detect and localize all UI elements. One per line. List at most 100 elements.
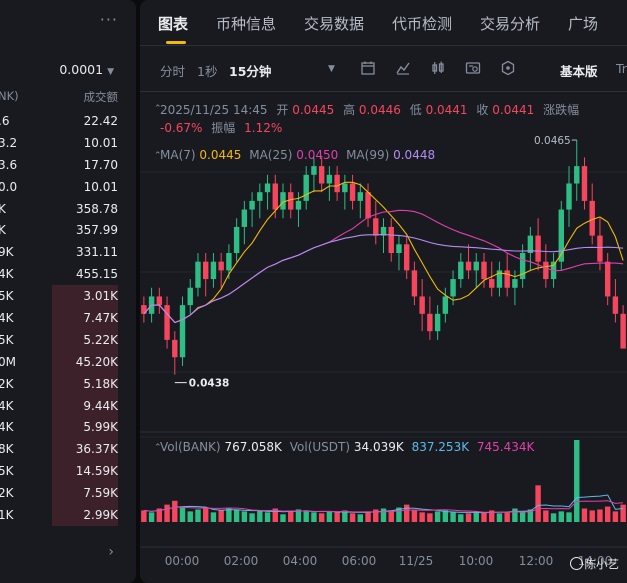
volume-bar <box>550 513 557 522</box>
volume-bar <box>427 513 433 522</box>
interval-1s-button[interactable]: 1秒 <box>197 64 218 79</box>
candle <box>318 166 325 184</box>
order-book-row[interactable]: 0.0 10.01 <box>0 176 136 198</box>
candle <box>241 209 248 227</box>
order-book-row[interactable]: 5K 5.22K <box>0 328 136 351</box>
volume-bar <box>465 513 472 522</box>
candle-datetime: 2025/11/25 14:45 <box>160 103 268 117</box>
watermark-text: 陈小艺 <box>584 557 620 571</box>
order-book-row[interactable]: 0M 45.20K <box>0 350 136 373</box>
candle <box>465 261 472 271</box>
order-book-row[interactable]: 4K 7.47K <box>0 307 136 329</box>
order-book-row[interactable]: 4K 455.15 <box>0 263 136 285</box>
change-value: -0.67% <box>160 121 203 135</box>
tradingview-mode-button[interactable]: Tr <box>616 61 627 76</box>
candle <box>195 261 201 288</box>
order-book-row[interactable]: 8K 36.37K <box>0 438 136 461</box>
volume-bar <box>604 506 611 522</box>
order-book-turnover: 14.59K <box>75 464 118 479</box>
candle <box>558 209 564 262</box>
chart-tabs: 图表 币种信息 交易数据 代币检测 交易分析 广场 <box>140 0 627 44</box>
tab-coin-info[interactable]: 币种信息 <box>216 15 277 33</box>
order-book-turnover: 5.99K <box>83 420 118 435</box>
candle <box>403 244 410 271</box>
order-book-row[interactable]: K 357.99 <box>0 219 136 241</box>
collapse-info-icon[interactable]: ⌃ <box>154 104 162 114</box>
order-book-turnover: 45.20K <box>75 354 118 369</box>
candle <box>288 192 294 210</box>
tab-square[interactable]: 广场 <box>568 15 599 33</box>
depth-bar <box>52 328 118 351</box>
order-book-turnover: 36.37K <box>75 442 118 457</box>
ma7-value: 0.0445 <box>199 148 242 162</box>
ma99-label: MA(99) <box>346 148 390 162</box>
volume-bar <box>512 508 518 522</box>
tab-token-check[interactable]: 代币检测 <box>392 15 453 33</box>
order-book-row[interactable]: K 358.78 <box>0 198 136 220</box>
tab-trade-analysis[interactable]: 交易分析 <box>480 15 541 33</box>
more-options-icon[interactable]: ··· <box>99 10 118 29</box>
shield-icon[interactable] <box>500 60 516 76</box>
volume-bar <box>272 508 278 522</box>
tab-trade-data[interactable]: 交易数据 <box>304 15 365 33</box>
volume-bar <box>612 511 619 522</box>
candle <box>496 270 503 288</box>
precision-select[interactable]: 0.0001 ▼ <box>59 62 114 77</box>
candle <box>620 313 626 349</box>
collapse-ma-icon[interactable]: ⌃ <box>154 151 162 161</box>
candle <box>187 287 193 306</box>
order-book-turnover: 3.01K <box>83 289 118 304</box>
ma7-label: MA(7) <box>160 148 196 162</box>
order-book-turnover: 5.22K <box>83 332 118 347</box>
ma99-line <box>143 233 624 324</box>
order-book-turnover: 17.70 <box>83 157 118 172</box>
order-book-row[interactable]: 4K 5.99K <box>0 416 136 439</box>
candle <box>373 218 379 236</box>
candle <box>419 296 425 314</box>
order-book-amount: 4K <box>0 311 14 326</box>
collapse-vol-icon[interactable]: ⌃ <box>154 443 162 453</box>
vol-usdt-value: 34.039K <box>353 440 404 454</box>
interval-15m-button[interactable]: 15分钟 <box>229 64 272 79</box>
chevron-right-icon[interactable]: › <box>108 544 114 560</box>
candle <box>349 183 356 201</box>
interval-time-button[interactable]: 分时 <box>160 64 186 79</box>
order-book-amount: 9K <box>0 245 14 260</box>
depth-bar <box>52 482 118 505</box>
order-book-turnover: 331.11 <box>76 245 118 260</box>
candle <box>303 174 309 201</box>
order-book-row[interactable]: 5K 14.59K <box>0 460 136 483</box>
tab-chart[interactable]: 图表 <box>158 15 189 33</box>
order-book-row[interactable]: 5K 3.01K <box>0 285 136 308</box>
candle-style-icon[interactable] <box>430 60 446 76</box>
x-axis-label: 14:00 <box>578 554 613 568</box>
ma25-value: 0.0450 <box>296 148 339 162</box>
order-book-turnover: 7.59K <box>83 486 118 501</box>
interval-dropdown-icon[interactable]: ▼ <box>328 64 335 74</box>
calendar-icon[interactable] <box>360 60 376 76</box>
candle <box>434 313 441 332</box>
volume-bar <box>326 511 333 522</box>
indicator-icon[interactable] <box>395 60 411 76</box>
order-book-row[interactable]: 2K 7.59K <box>0 482 136 505</box>
order-book-row[interactable]: 9K 331.11 <box>0 241 136 263</box>
volume-bar <box>311 512 317 522</box>
candlestick-chart[interactable]: 0.0465 0.0438 00:00 02:00 04:00 06:00 11/25 10:… <box>140 92 627 583</box>
volume-bar <box>473 511 479 522</box>
order-book-row[interactable]: 3.2 10.01 <box>0 132 136 154</box>
candle <box>481 261 487 280</box>
order-book-row[interactable]: 1K 2.99K <box>0 504 136 526</box>
order-book-header-amount: 成交额 <box>83 90 119 104</box>
order-book-row[interactable]: 2K 5.18K <box>0 372 136 395</box>
basic-mode-button[interactable]: 基本版 <box>560 64 598 79</box>
change-label: 涨跌幅 <box>543 103 580 117</box>
volume-bar <box>558 511 564 522</box>
order-book-row[interactable]: .6 22.42 <box>0 110 136 132</box>
x-axis-label: 06:00 <box>342 554 377 568</box>
order-book-row[interactable]: 4K 9.44K <box>0 394 136 417</box>
order-book-row[interactable]: 3.6 17.70 <box>0 154 136 176</box>
candle <box>326 174 333 184</box>
order-book-amount: 5K <box>0 332 14 347</box>
chart-settings-icon[interactable] <box>465 60 481 76</box>
candle <box>380 226 387 236</box>
